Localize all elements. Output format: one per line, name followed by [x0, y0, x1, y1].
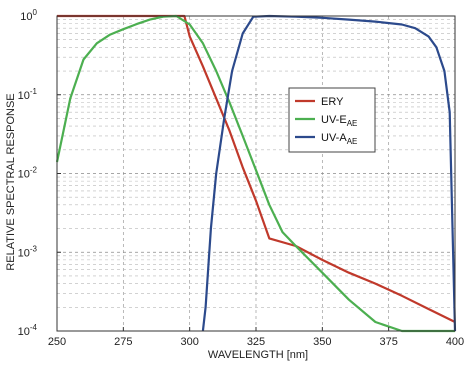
series-line-2 — [55, 14, 455, 333]
y-axis-label: RELATIVE SPECTRAL RESPONSE — [5, 93, 17, 270]
x-axis-label: WAVELENGTH [nm] — [208, 349, 308, 361]
x-tick-label: 325 — [247, 336, 265, 348]
legend-label-1: ERY — [321, 96, 344, 108]
x-tick-label: 350 — [313, 336, 331, 348]
x-tick-label: 400 — [446, 336, 464, 348]
series-line-3 — [201, 14, 457, 332]
x-tick-label: 375 — [379, 336, 397, 348]
x-axis-ticks: 250 275 300 325 350 375 400 — [48, 327, 464, 348]
x-tick-label: 250 — [48, 336, 66, 348]
x-tick-label: 275 — [114, 336, 132, 348]
series-lines — [55, 14, 457, 333]
series-line-1 — [57, 14, 456, 323]
x-tick-label: 300 — [180, 336, 198, 348]
